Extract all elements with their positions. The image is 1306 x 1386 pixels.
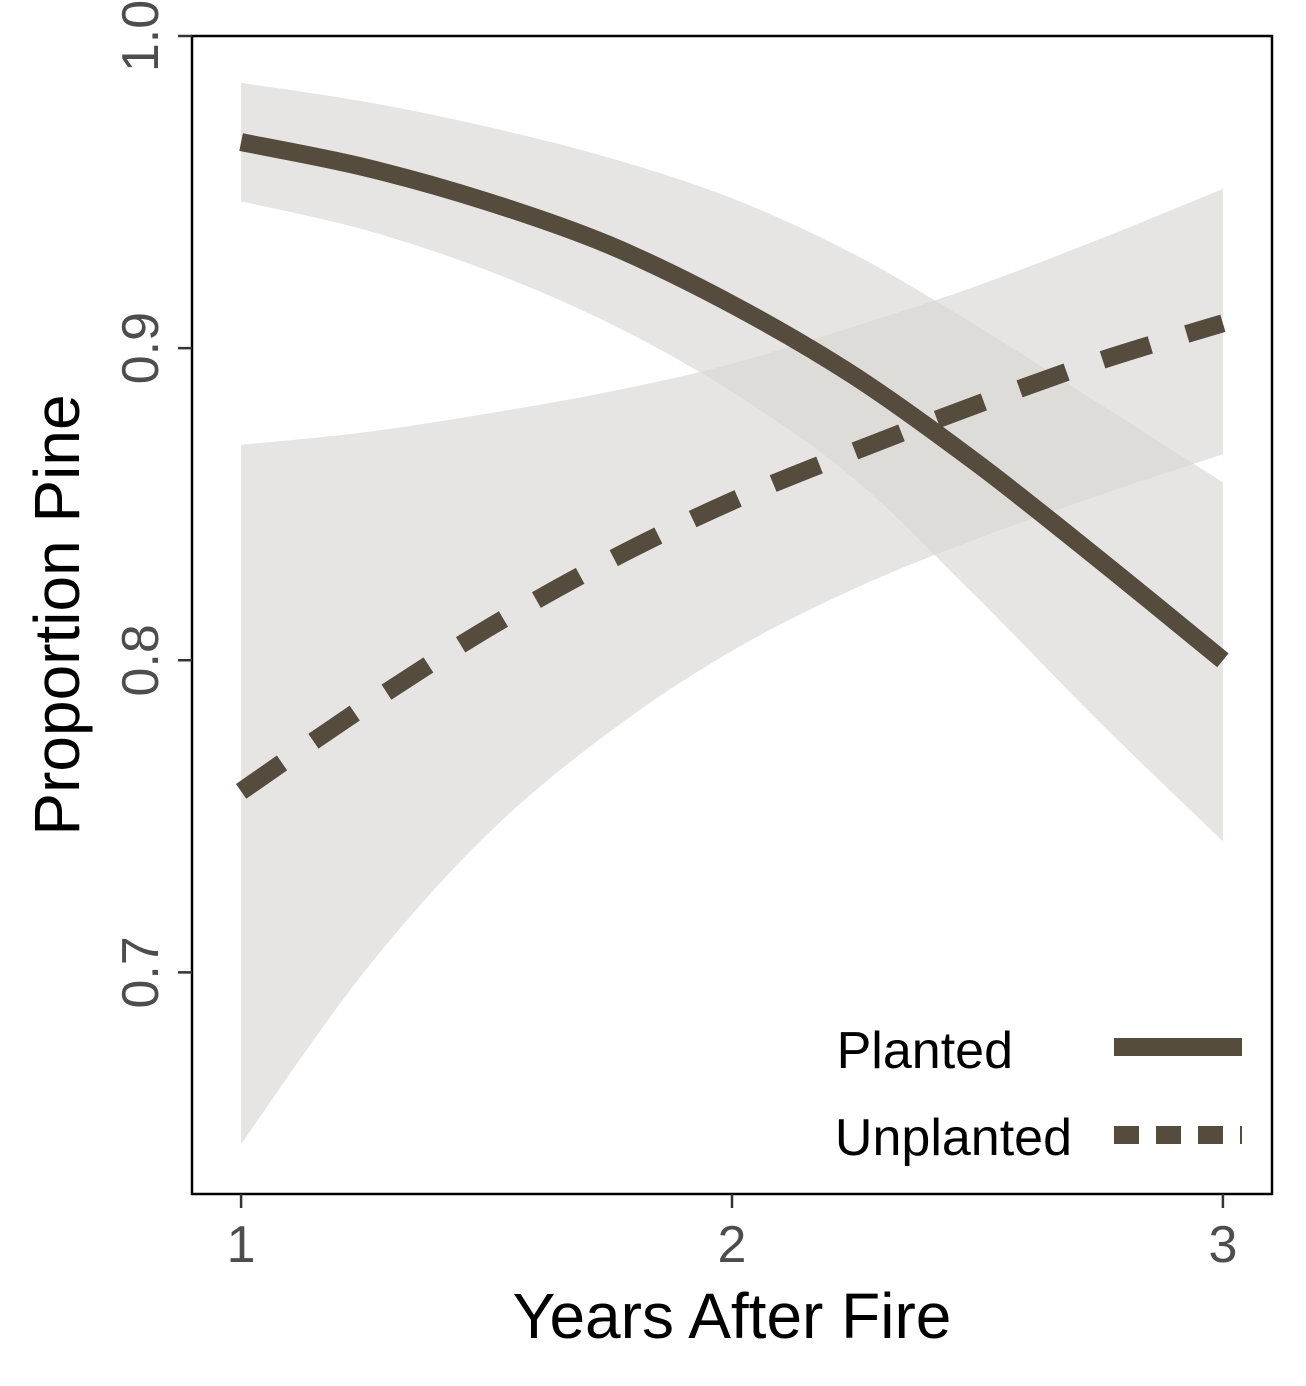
legend-label-unplanted: Unplanted	[835, 1109, 1072, 1167]
y-tick-label: 0.9	[112, 312, 170, 384]
series-lines	[235, 133, 1229, 799]
y-axis: 0.7 0.8 0.9 1.0	[112, 0, 192, 1009]
ribbon-unplanted	[241, 188, 1223, 1145]
confidence-ribbons	[241, 82, 1223, 1145]
x-tick-label: 3	[1208, 1216, 1237, 1274]
line-unplanted	[235, 314, 1226, 799]
x-axis-title: Years After Fire	[513, 1280, 952, 1352]
y-tick-label: 0.8	[112, 624, 170, 696]
line-planted	[239, 133, 1229, 668]
legend-label-planted: Planted	[837, 1022, 1013, 1080]
x-tick-label: 2	[718, 1216, 747, 1274]
y-tick-label: 1.0	[112, 0, 170, 72]
x-tick-label: 1	[227, 1216, 256, 1274]
x-axis: 1 2 3	[227, 1194, 1237, 1274]
y-axis-title: Proportion Pine	[21, 394, 93, 835]
y-tick-label: 0.7	[112, 936, 170, 1008]
legend: Planted Unplanted	[835, 1022, 1242, 1167]
